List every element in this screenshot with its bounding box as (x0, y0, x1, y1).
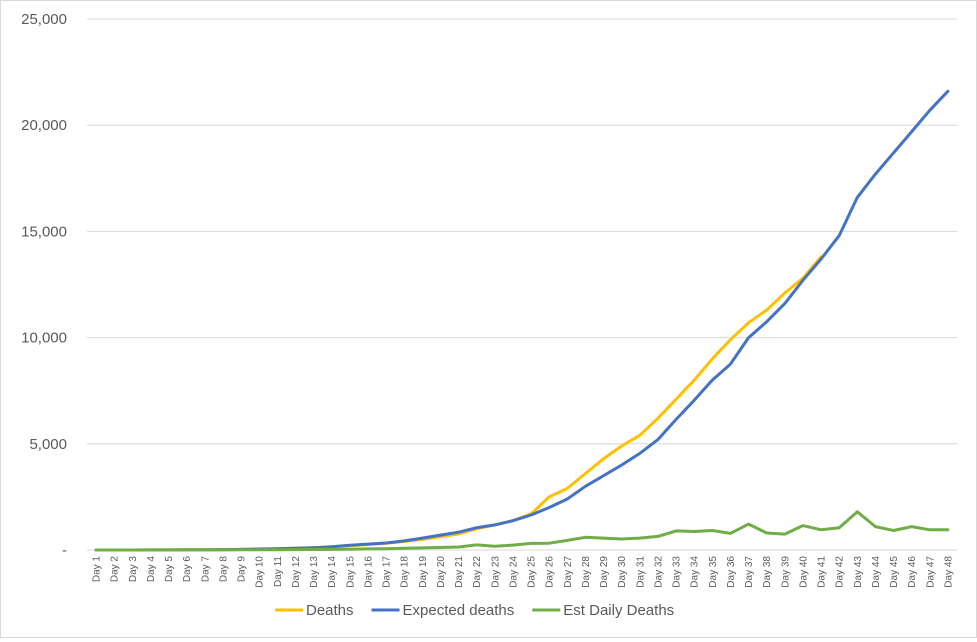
legend-label-est-daily-deaths: Est Daily Deaths (563, 602, 674, 619)
x-tick-label: Day 25 (527, 556, 538, 588)
x-tick-label: Day 4 (146, 556, 157, 583)
x-tick-label: Day 43 (853, 556, 864, 588)
x-tick-label: Day 37 (744, 556, 755, 588)
x-tick-label: Day 6 (182, 556, 193, 583)
x-tick-label: Day 28 (581, 556, 592, 588)
x-tick-label: Day 41 (817, 556, 828, 588)
x-tick-label: Day 5 (164, 556, 175, 583)
x-axis: Day 1 Day 2 Day 3 Day 4 Day 5 Day 6 Day 7 Day 8… (92, 556, 955, 588)
x-tick-label: Day 38 (762, 556, 773, 588)
x-tick-label: Day 14 (327, 556, 338, 588)
x-tick-label: Day 24 (508, 556, 519, 588)
series-line-est-daily-deaths (94, 510, 950, 552)
x-tick-label: Day 31 (635, 556, 646, 588)
x-tick-label: Day 7 (200, 556, 211, 583)
x-tick-label: Day 20 (436, 556, 447, 588)
x-tick-label: Day 3 (128, 556, 139, 583)
x-tick-label: Day 8 (218, 556, 229, 583)
x-tick-label: Day 39 (780, 556, 791, 588)
x-tick-label: Day 12 (291, 556, 302, 588)
y-tick-label: 10,000 (21, 330, 67, 347)
x-tick-label: Day 18 (400, 556, 411, 588)
x-tick-label: Day 2 (110, 556, 121, 583)
x-tick-label: Day 1 (92, 556, 103, 583)
x-tick-label: Day 40 (798, 556, 809, 588)
x-tick-label: Day 21 (454, 556, 465, 588)
x-tick-label: Day 48 (943, 556, 954, 588)
x-tick-label: Day 23 (490, 556, 501, 588)
x-tick-label: Day 26 (545, 556, 556, 588)
x-tick-label: Day 29 (599, 556, 610, 588)
x-tick-label: Day 27 (563, 556, 574, 588)
series-line-deaths (94, 255, 823, 552)
x-tick-label: Day 46 (907, 556, 918, 588)
x-tick-label: Day 16 (363, 556, 374, 588)
x-tick-label: Day 30 (617, 556, 628, 588)
x-tick-label: Day 42 (835, 556, 846, 588)
x-tick-label: Day 47 (925, 556, 936, 588)
legend: Deaths Expected deaths Est Daily Deaths (275, 602, 674, 619)
x-tick-label: Day 34 (690, 556, 701, 588)
series-line-expected-deaths (94, 89, 950, 552)
gridlines (87, 18, 957, 551)
y-axis: - 5,000 10,000 15,000 20,000 25,000 (21, 11, 67, 559)
x-tick-label: Day 33 (672, 556, 683, 588)
x-tick-label: Day 9 (237, 556, 248, 583)
x-tick-label: Day 36 (726, 556, 737, 588)
y-tick-label: 15,000 (21, 223, 67, 240)
x-tick-label: Day 32 (653, 556, 664, 588)
x-tick-label: Day 19 (418, 556, 429, 588)
legend-label-deaths: Deaths (306, 602, 354, 619)
y-tick-label: 5,000 (29, 436, 67, 453)
x-tick-label: Day 10 (255, 556, 266, 588)
x-tick-label: Day 45 (889, 556, 900, 588)
x-tick-label: Day 35 (708, 556, 719, 588)
y-tick-label: - (62, 542, 67, 559)
y-tick-label: 20,000 (21, 117, 67, 134)
x-tick-label: Day 11 (273, 556, 284, 587)
x-tick-label: Day 15 (345, 556, 356, 588)
y-tick-label: 25,000 (21, 11, 67, 28)
x-tick-label: Day 22 (472, 556, 483, 588)
legend-label-expected-deaths: Expected deaths (403, 602, 515, 619)
x-tick-label: Day 17 (382, 556, 393, 588)
series-lines (94, 89, 950, 552)
x-tick-label: Day 44 (871, 556, 882, 588)
x-tick-label: Day 13 (309, 556, 320, 588)
